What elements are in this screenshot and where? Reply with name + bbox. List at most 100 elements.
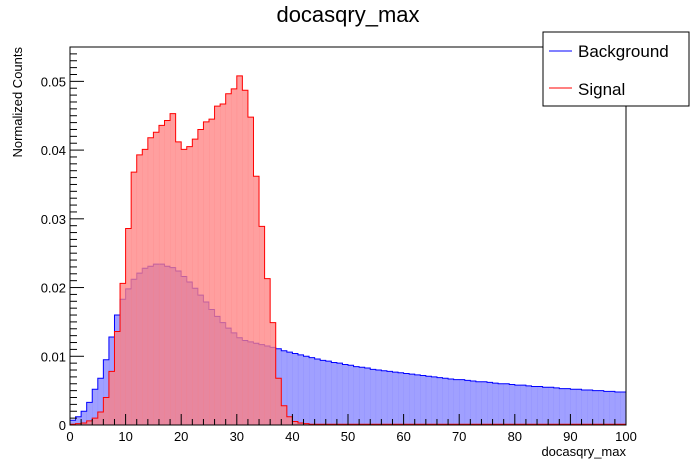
background-bin (481, 381, 488, 425)
signal-bin (275, 378, 282, 425)
x-tick-label: 10 (118, 429, 132, 444)
y-tick-label: 0 (59, 418, 66, 433)
signal-bin (131, 172, 138, 425)
signal-bin (125, 228, 132, 425)
background-bin (470, 381, 477, 425)
y-tick-label: 0.05 (41, 74, 66, 89)
signal-bin (97, 411, 104, 425)
signal-bin (136, 154, 143, 425)
signal-bin (264, 278, 271, 425)
background-bin (86, 402, 93, 425)
signal-bin (286, 416, 293, 425)
background-bin (581, 389, 588, 425)
signal-bin (225, 93, 232, 425)
signal-bin (158, 125, 165, 425)
background-bin (559, 388, 566, 425)
chart-title: docasqry_max (276, 2, 419, 27)
background-bin (348, 365, 354, 425)
signal-bin (303, 423, 310, 425)
background-bin (420, 375, 427, 425)
signal-bin (231, 88, 238, 426)
legend-box (542, 31, 690, 107)
background-bin (325, 361, 332, 425)
y-axis-label: Normalized Counts (10, 47, 25, 158)
background-bin (609, 391, 616, 425)
background-bin (81, 411, 87, 425)
signal-bin (242, 90, 249, 426)
background-bin (542, 387, 549, 425)
signal-bin (142, 149, 149, 425)
x-tick-label: 30 (230, 429, 244, 444)
background-bin (520, 385, 527, 425)
signal-bin (236, 75, 243, 426)
legend: Background Signal (542, 31, 690, 107)
signal-bin (192, 139, 199, 425)
legend-label-background: Background (578, 42, 669, 61)
background-bin (514, 385, 521, 425)
signal-bin (120, 283, 126, 425)
background-bin (103, 359, 110, 425)
legend-label-signal: Signal (578, 80, 625, 99)
signal-bin (164, 120, 171, 425)
background-bin (575, 389, 582, 425)
y-tick-label: 0.04 (41, 143, 66, 158)
x-axis-label: docasqry_max (541, 444, 626, 459)
signal-bin (247, 117, 254, 425)
background-bin (398, 372, 404, 425)
background-bin (459, 379, 466, 425)
background-bin (314, 359, 321, 425)
background-bin (414, 374, 421, 425)
background-bin (475, 381, 482, 425)
signal-bin (103, 397, 110, 425)
background-bin (331, 362, 338, 425)
signal-bin (297, 422, 304, 425)
background-bin (92, 389, 99, 425)
background-bin (303, 356, 310, 425)
x-tick-label: 40 (285, 429, 299, 444)
background-bin (370, 369, 377, 425)
background-bin (453, 379, 460, 425)
signal-bin (203, 121, 210, 425)
x-tick-label: 80 (508, 429, 522, 444)
signal-bin (253, 176, 260, 425)
x-tick-label: 100 (615, 429, 637, 444)
signal-bin (220, 104, 226, 425)
background-bin (320, 360, 327, 425)
plot-area: 0 10 20 30 40 50 60 70 80 90 100 0 0.01 0.02 0.03 0.04… (41, 46, 637, 444)
background-bin (353, 366, 360, 425)
x-tick-label: 20 (174, 429, 188, 444)
signal-bin (214, 106, 221, 426)
background-bin (342, 364, 349, 425)
x-tick-label: 0 (66, 429, 73, 444)
background-bin (564, 388, 571, 425)
signal-bin (86, 420, 93, 425)
background-bin (587, 389, 593, 425)
signal-bin (186, 146, 193, 425)
background-bin (309, 357, 315, 425)
background-bin (464, 380, 471, 425)
background-bin (75, 416, 82, 425)
background-bin (603, 391, 610, 425)
x-tick-label: 70 (452, 429, 466, 444)
background-bin (509, 384, 516, 425)
signal-bin (147, 137, 154, 425)
background-bin (381, 370, 388, 425)
background-bin (531, 386, 538, 425)
signal-bin (108, 371, 115, 425)
background-bin (292, 353, 299, 425)
background-bin (70, 420, 76, 425)
background-bin (403, 373, 410, 425)
x-axis: 0 10 20 30 40 50 60 70 80 90 100 (66, 414, 637, 444)
signal-bin (292, 421, 299, 425)
background-bin (614, 392, 621, 425)
background-bin (442, 378, 449, 425)
background-bin (392, 372, 399, 425)
signal-bin (197, 129, 204, 425)
background-bin (286, 352, 293, 425)
signal-bin (270, 322, 277, 425)
signal-bin (281, 405, 288, 425)
signal-bin (153, 132, 160, 425)
signal-bin (75, 423, 82, 425)
signal-bin (170, 113, 176, 426)
